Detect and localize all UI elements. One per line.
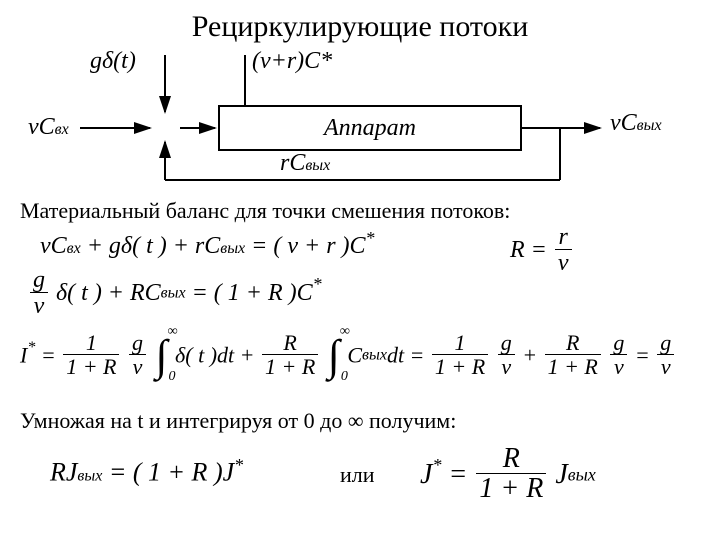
eq4: RJвых = ( 1 + R )J*: [50, 455, 243, 488]
page-title: Рециркулирующие потоки: [0, 10, 720, 44]
t: v: [129, 355, 146, 379]
t: вх: [55, 121, 69, 138]
t: J: [420, 459, 432, 490]
t: v: [30, 293, 48, 319]
t: *: [27, 339, 35, 356]
eq-R: R = rv: [510, 225, 574, 276]
t: R: [545, 332, 601, 355]
t: =: [448, 459, 474, 490]
t: вых: [77, 468, 102, 485]
t: вых: [161, 285, 186, 302]
t: ∞: [168, 324, 178, 340]
t: вых: [637, 117, 662, 134]
t: g: [30, 268, 48, 293]
eq5: J* = R1 + R Jвых: [420, 445, 596, 505]
eq2: gv δ( t ) + RCвых = ( 1 + R )C*: [28, 268, 322, 319]
t: vC: [610, 110, 637, 136]
t: r: [555, 225, 572, 250]
t: 1 + R: [545, 355, 601, 379]
t: = ( 1 + R )J: [102, 458, 234, 487]
t: =: [635, 343, 655, 368]
t: v: [498, 355, 515, 379]
t: 1: [63, 332, 119, 355]
t: g: [657, 332, 674, 355]
t: RJ: [50, 458, 77, 487]
t: v: [610, 355, 627, 379]
t: вых: [305, 157, 330, 174]
label-vrc: (v+r)C*: [252, 48, 332, 75]
text-balance: Материальный баланс для точки смешения п…: [20, 198, 510, 224]
t: dt =: [387, 343, 430, 368]
flow-diagram: gδ(t) vCвх (v+r)C* Аппарат rCвых vCвых: [20, 50, 700, 190]
t: вх: [67, 240, 81, 257]
t: J: [555, 459, 567, 490]
t: v: [657, 355, 674, 379]
label-recycle: rCвых: [280, 150, 330, 177]
t: C: [347, 343, 362, 368]
t: R =: [510, 237, 547, 263]
t: =: [41, 343, 61, 368]
t: + gδ( t ) + rC: [81, 233, 221, 259]
label-vc-in: vCвх: [28, 114, 69, 141]
t: *: [313, 274, 322, 294]
apparatus-box: Аппарат: [218, 105, 522, 151]
t: g: [498, 332, 515, 355]
t: rC: [280, 150, 305, 176]
text-or: или: [340, 462, 375, 488]
t: 0: [169, 369, 176, 385]
t: вых: [220, 240, 245, 257]
t: R: [476, 445, 546, 474]
label-vc-out: vCвых: [610, 110, 662, 137]
t: 1: [432, 332, 488, 355]
t: *: [234, 455, 243, 475]
t: = ( 1 + R )C: [186, 280, 313, 306]
t: = ( v + r )C: [245, 233, 365, 259]
text-multiply: Умножая на t и интегрируя от 0 до ∞ полу…: [20, 408, 456, 434]
t: *: [366, 228, 375, 248]
t: δ( t ) + RC: [56, 280, 161, 306]
t: R: [262, 332, 318, 355]
t: vC: [40, 233, 67, 259]
t: δ( t )dt +: [175, 343, 260, 368]
t: вых: [568, 464, 596, 484]
t: *: [432, 455, 441, 475]
t: 0: [341, 369, 348, 385]
t: 1 + R: [63, 355, 119, 379]
label-g-delta: gδ(t): [90, 48, 136, 75]
t: v: [555, 250, 572, 276]
t: ∞: [340, 324, 350, 340]
t: g: [129, 332, 146, 355]
eq3: I* = 11 + R gv ∫∞0 δ( t )dt + R1 + R ∫∞0…: [20, 330, 676, 381]
t: +: [522, 343, 542, 368]
t: g: [610, 332, 627, 355]
t: 1 + R: [262, 355, 318, 379]
eq1: vCвх + gδ( t ) + rCвых = ( v + r )C*: [40, 228, 375, 260]
t: вых: [362, 347, 387, 364]
t: 1 + R: [432, 355, 488, 379]
t: vC: [28, 114, 55, 140]
t: 1 + R: [476, 474, 546, 505]
